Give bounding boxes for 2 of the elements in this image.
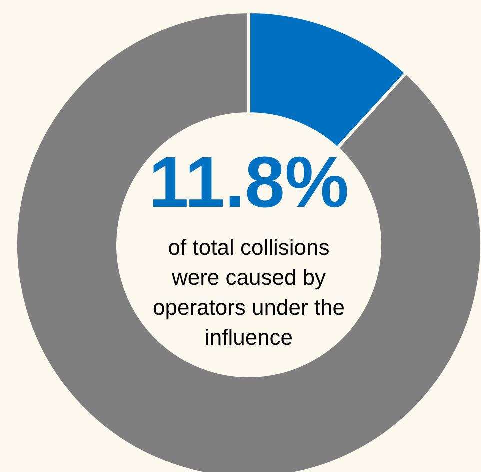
text: of total collisions were caused by operators under the influence [152,235,346,350]
text: 11.8% [148,143,350,223]
